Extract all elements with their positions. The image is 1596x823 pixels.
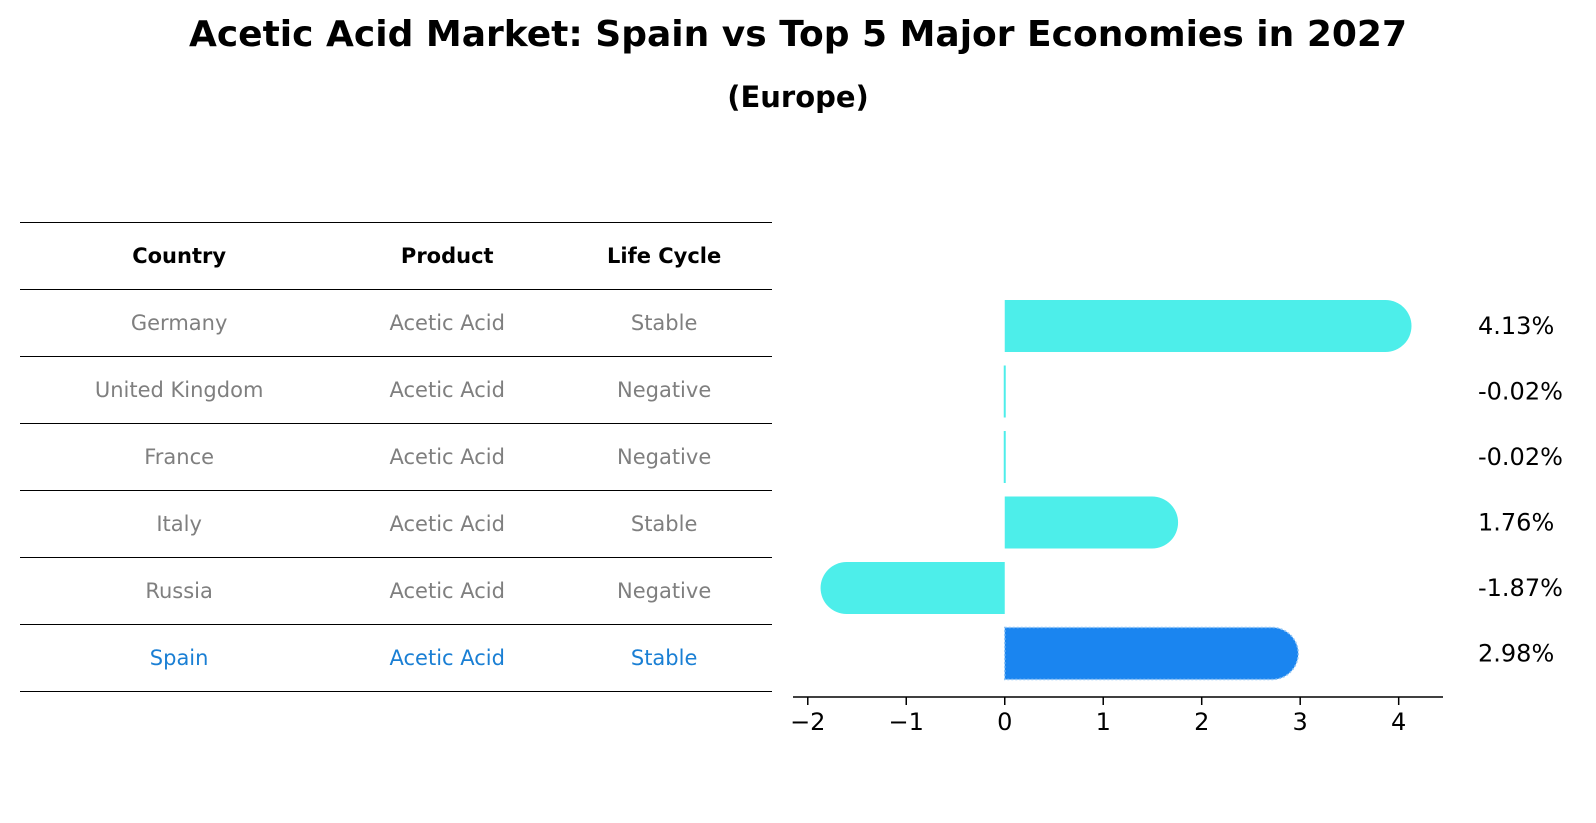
cell-life-cycle: Negative <box>556 557 772 625</box>
table-row: Russia Acetic Acid Negative <box>20 557 772 625</box>
value-label-russia: -1.87% <box>1478 574 1563 602</box>
x-tick-label: 2 <box>1194 708 1209 736</box>
value-labels-group: 4.13% -0.02% -0.02% 1.76% -1.87% 2.98% <box>1478 312 1563 668</box>
bar-germany <box>1004 300 1412 352</box>
cell-country: Spain <box>20 624 339 692</box>
value-label-france: -0.02% <box>1478 443 1563 471</box>
table-row: Italy Acetic Acid Stable <box>20 490 772 558</box>
cell-product: Acetic Acid <box>338 490 557 558</box>
value-label-united-kingdom: -0.02% <box>1478 378 1563 406</box>
cell-product: Acetic Acid <box>338 624 557 692</box>
chart-subtitle: (Europe) <box>727 80 869 114</box>
x-tick-label: 1 <box>1096 708 1111 736</box>
bar-russia <box>820 562 1005 614</box>
value-label-germany: 4.13% <box>1478 312 1554 340</box>
bar-italy <box>1004 496 1179 549</box>
x-tick-label: −1 <box>889 708 924 736</box>
chart-title: Acetic Acid Market: Spain vs Top 5 Major… <box>188 14 1408 55</box>
cell-country: Russia <box>20 557 339 625</box>
bar-united-kingdom <box>1003 365 1006 418</box>
bar-france <box>1003 431 1006 483</box>
x-tick-label: 4 <box>1391 708 1406 736</box>
cell-life-cycle: Negative <box>556 423 772 491</box>
cell-country: Germany <box>20 289 339 357</box>
bars-group <box>820 300 1412 681</box>
header-country: Country <box>20 222 339 290</box>
cell-product: Acetic Acid <box>338 423 557 491</box>
cell-country: France <box>20 423 339 491</box>
cell-life-cycle: Stable <box>556 490 772 558</box>
table-row-highlighted: Spain Acetic Acid Stable <box>20 624 772 692</box>
table-header-row: Country Product Life Cycle <box>20 222 772 290</box>
cell-life-cycle: Stable <box>556 289 772 357</box>
header-product: Product <box>338 222 557 290</box>
value-label-italy: 1.76% <box>1478 509 1554 537</box>
bar-spain <box>1003 626 1299 681</box>
cell-life-cycle: Negative <box>556 356 772 424</box>
cell-product: Acetic Acid <box>338 356 557 424</box>
cell-product: Acetic Acid <box>338 557 557 625</box>
cell-country: Italy <box>20 490 339 558</box>
table-row: France Acetic Acid Negative <box>20 423 772 491</box>
x-tick-label: −2 <box>790 708 825 736</box>
table-row: United Kingdom Acetic Acid Negative <box>20 356 772 424</box>
x-axis: −2 −1 0 1 2 3 4 <box>790 696 1443 736</box>
life-cycle-table: Country Product Life Cycle Germany Aceti… <box>20 222 772 692</box>
cell-life-cycle: Stable <box>556 624 772 692</box>
value-label-spain: 2.98% <box>1478 640 1554 668</box>
header-life-cycle: Life Cycle <box>556 222 772 290</box>
cell-product: Acetic Acid <box>338 289 557 357</box>
x-tick-label: 3 <box>1293 708 1308 736</box>
cell-country: United Kingdom <box>20 356 339 424</box>
x-tick-label: 0 <box>997 708 1012 736</box>
table-row: Germany Acetic Acid Stable <box>20 289 772 357</box>
